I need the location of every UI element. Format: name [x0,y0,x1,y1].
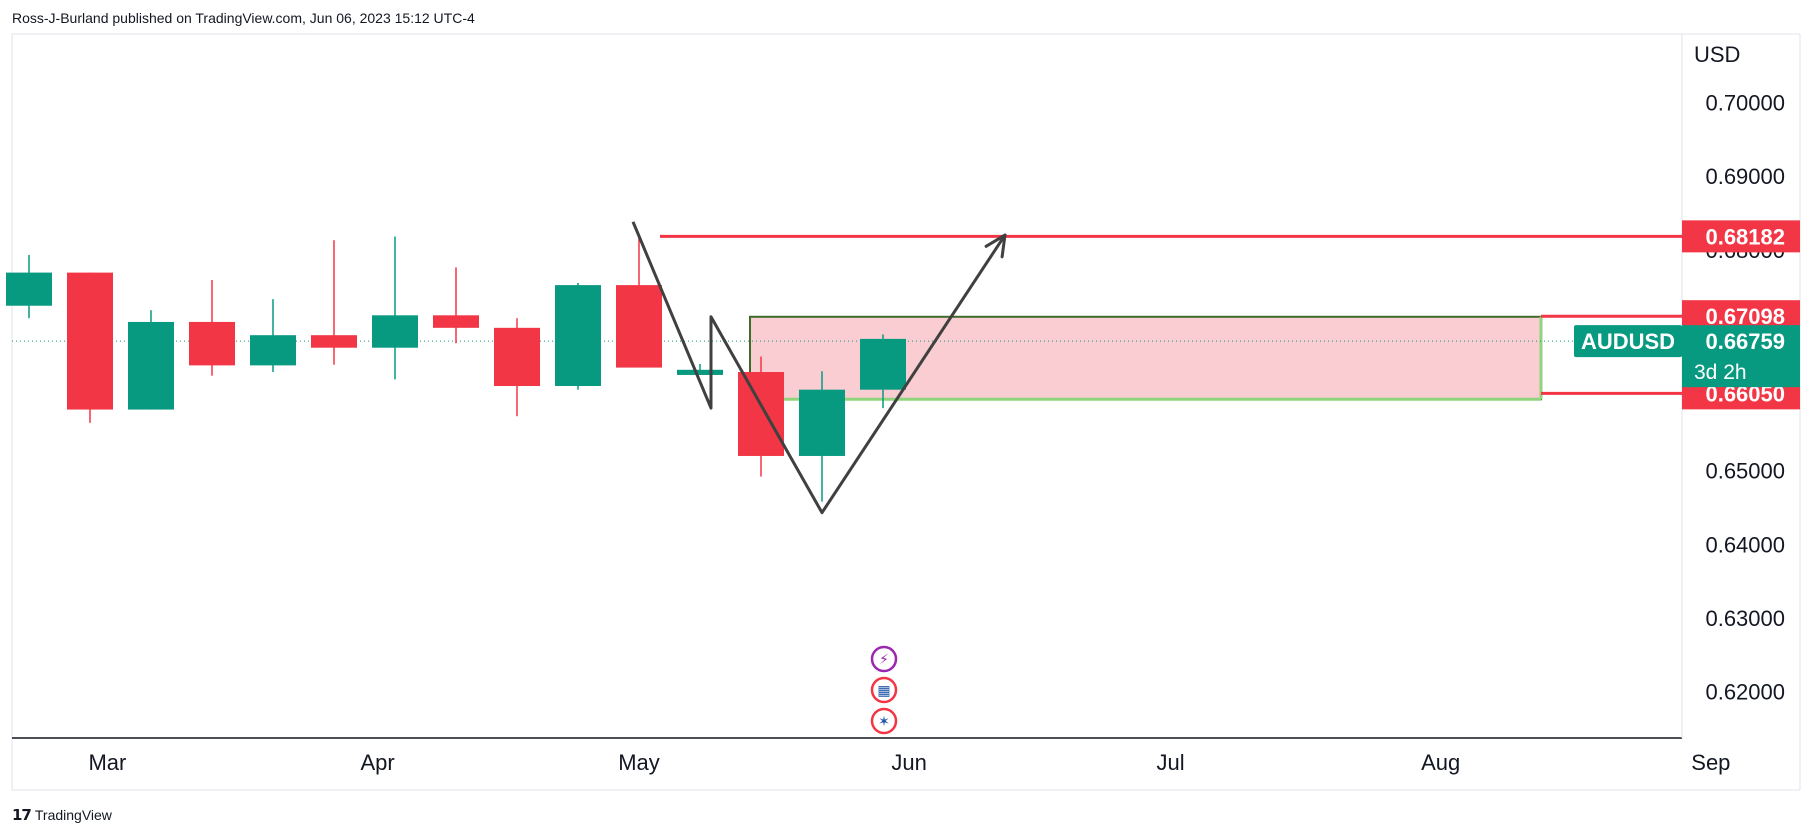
currency-label: USD [1694,42,1740,67]
au-flag-event-icon-ring [870,707,898,735]
us-flag-event-icon-ring [870,676,898,704]
candle [494,318,540,417]
x-tick-label: May [618,750,660,775]
candle-body [311,335,357,348]
candle-body [250,335,296,366]
level-tag-text: 0.68182 [1705,224,1785,249]
x-tick-label: Jun [891,750,926,775]
candlesticks [6,236,906,502]
us-flag-event-icon-glyph: ▦ [877,682,890,698]
x-tick-label: Jul [1157,750,1185,775]
candle [6,254,52,319]
level-price-tag: 0.68182 [1682,220,1800,253]
bar-countdown-text: 3d 2h [1694,361,1747,384]
candle-body [860,338,906,390]
y-tick-label: 0.70000 [1705,90,1785,115]
candle-body [189,321,235,366]
candle-body [555,285,601,386]
candle [555,282,601,390]
candle-body [433,315,479,328]
candle [616,236,662,368]
tradingview-logo-icon: 𝟭𝟳 [12,807,32,824]
arrow-head-right [1000,233,1007,259]
candle [860,334,906,409]
candle-body [738,372,784,456]
candle [799,371,845,502]
candle [311,240,357,365]
y-tick-label: 0.65000 [1705,459,1785,484]
x-tick-label: Apr [360,750,394,775]
arrow-path [631,221,1007,515]
candle-body [677,369,723,375]
candle-body [799,389,845,456]
candle-body [494,327,540,386]
au-flag-event-icon: ✶ [870,707,898,735]
candle [738,356,784,477]
us-flag-event-icon: ▦ [870,676,898,704]
au-flag-event-icon-glyph: ✶ [878,713,890,729]
symbol-tag-bg [1574,325,1682,358]
candle [433,267,479,344]
candle-body [67,272,113,410]
last-price-tag-bg [1682,325,1800,388]
candle [128,310,174,410]
symbol-tag-text: AUDUSD [1581,329,1675,354]
y-tick-label: 0.62000 [1705,680,1785,705]
footer-brand: TradingView [34,807,112,823]
candle [250,299,296,373]
level-tag-bg [1682,220,1800,253]
horizontal-levels [12,234,1682,395]
candle-body [616,285,662,368]
level-tag-text: 0.67098 [1705,304,1785,329]
candle-body [372,315,418,348]
candle [189,279,235,376]
candle [677,363,723,375]
arrow-head-left [984,233,1007,248]
projection-arrow [631,221,1007,515]
y-tick-label: 0.64000 [1705,532,1785,557]
publisher-caption: Ross-J-Burland published on TradingView.… [12,10,475,26]
x-tick-label: Sep [1691,750,1730,775]
footer: 𝟭𝟳 TradingView [12,806,112,824]
x-tick-label: Mar [88,750,126,775]
lightning-event-icon-glyph: ⚡ [879,651,889,667]
event-markers: ⚡ ▦ ✶ [870,645,898,735]
candle [67,272,113,423]
plot-frame [11,33,1801,791]
y-tick-label: 0.63000 [1705,606,1785,631]
candle [372,236,418,380]
candle-body [6,272,52,306]
lightning-event-icon: ⚡ [870,645,898,673]
last-price-text: 0.66759 [1705,329,1785,354]
candle-body [128,321,174,410]
x-tick-label: Aug [1421,750,1460,775]
lightning-event-icon-ring [870,645,898,673]
time-axis: Mar Apr May Jun Jul Aug Sep [88,750,1730,775]
last-price-tag: AUDUSD 0.66759 3d 2h [1574,325,1800,388]
y-tick-label: 0.69000 [1705,164,1785,189]
